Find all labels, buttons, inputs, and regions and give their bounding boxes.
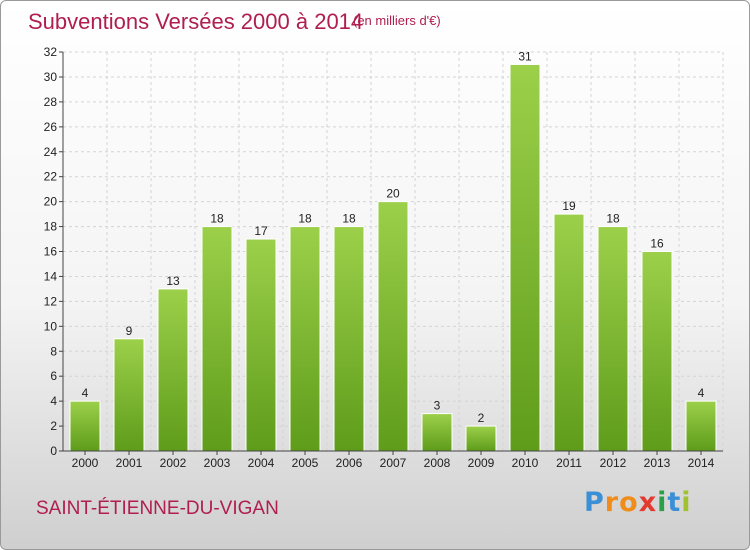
- y-tick-label: 10: [44, 319, 58, 333]
- bar-2008[interactable]: [421, 413, 453, 452]
- commune-name: SAINT-ÉTIENNE-DU-VIGAN: [36, 498, 279, 519]
- y-tick-label: 16: [44, 245, 58, 259]
- x-tick-label: 2012: [600, 456, 627, 470]
- y-tick-label: 12: [44, 294, 58, 308]
- data-label: 4: [82, 386, 89, 400]
- bar-2013[interactable]: [641, 251, 673, 452]
- bar-2000[interactable]: [69, 400, 101, 452]
- y-tick-label: 22: [44, 170, 58, 184]
- logo-letter: o: [619, 487, 639, 518]
- bar-2005[interactable]: [289, 226, 321, 452]
- x-tick-label: 2008: [424, 456, 451, 470]
- x-tick-label: 2013: [644, 456, 671, 470]
- data-label: 9: [126, 324, 133, 338]
- y-tick-label: 26: [44, 120, 58, 134]
- data-label: 2: [478, 411, 485, 425]
- data-label: 13: [166, 274, 180, 288]
- y-tick-label: 14: [44, 269, 58, 283]
- data-label: 16: [650, 237, 664, 251]
- bar-2014[interactable]: [685, 400, 717, 452]
- x-tick-label: 2006: [336, 456, 363, 470]
- logo-letter: i: [681, 487, 692, 518]
- bar-2010[interactable]: [509, 63, 541, 452]
- y-tick-label: 30: [44, 70, 58, 84]
- logo-letter: t: [667, 487, 682, 518]
- x-tick-label: 2009: [468, 456, 495, 470]
- y-tick-label: 18: [44, 220, 58, 234]
- bar-2002[interactable]: [157, 288, 189, 452]
- data-label: 18: [298, 212, 312, 226]
- data-label: 18: [342, 212, 356, 226]
- logo-letter: x: [638, 487, 658, 518]
- data-label: 31: [518, 49, 532, 63]
- chart-title: Subventions Versées 2000 à 2014: [28, 9, 364, 34]
- proxiti-logo[interactable]: Proxiti: [584, 487, 692, 518]
- logo-letter: i: [657, 487, 668, 518]
- bar-2003[interactable]: [201, 226, 233, 452]
- bar-2006[interactable]: [333, 226, 365, 452]
- data-label: 3: [434, 399, 441, 413]
- y-tick-label: 20: [44, 195, 58, 209]
- y-tick-label: 24: [44, 145, 58, 159]
- y-tick-label: 4: [50, 394, 57, 408]
- x-tick-label: 2002: [160, 456, 187, 470]
- x-tick-label: 2014: [688, 456, 715, 470]
- data-label: 18: [606, 212, 620, 226]
- bar-2009[interactable]: [465, 425, 497, 452]
- x-tick-label: 2007: [380, 456, 407, 470]
- logo-letter: r: [604, 487, 620, 518]
- x-tick-label: 2005: [292, 456, 319, 470]
- y-tick-label: 8: [50, 344, 57, 358]
- x-tick-label: 2004: [248, 456, 275, 470]
- y-tick-label: 6: [50, 369, 57, 383]
- x-tick-label: 2000: [72, 456, 99, 470]
- y-tick-label: 32: [44, 45, 58, 59]
- x-tick-label: 2011: [556, 456, 582, 470]
- x-tick-label: 2010: [512, 456, 539, 470]
- bar-2001[interactable]: [113, 338, 145, 452]
- x-tick-label: 2003: [204, 456, 231, 470]
- logo-letter: P: [584, 487, 605, 518]
- data-label: 17: [254, 224, 268, 238]
- data-label: 19: [562, 199, 576, 213]
- chart-unit-note: (en milliers d'€): [353, 13, 441, 28]
- bar-2012[interactable]: [597, 226, 629, 452]
- data-label: 18: [210, 212, 224, 226]
- x-tick-label: 2001: [116, 456, 143, 470]
- data-label: 20: [386, 187, 400, 201]
- y-tick-label: 28: [44, 95, 58, 109]
- y-tick-label: 2: [50, 419, 57, 433]
- bar-2007[interactable]: [377, 201, 409, 452]
- data-label: 4: [698, 386, 705, 400]
- bar-2004[interactable]: [245, 238, 277, 452]
- bar-2011[interactable]: [553, 213, 585, 452]
- y-tick-label: 0: [50, 444, 57, 458]
